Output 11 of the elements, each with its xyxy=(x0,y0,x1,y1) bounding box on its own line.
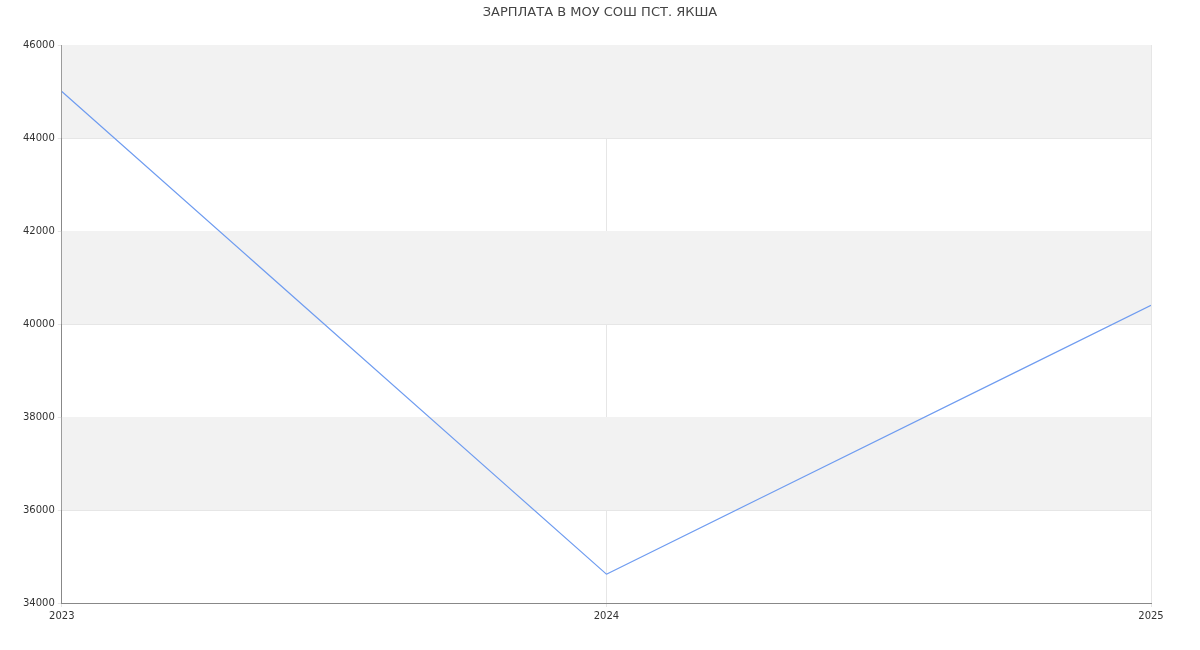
y-tick-label: 38000 xyxy=(23,410,55,422)
y-tick-label: 34000 xyxy=(23,596,55,608)
y-tick-label: 44000 xyxy=(23,131,55,143)
x-tick-label: 2024 xyxy=(593,609,620,621)
y-tick-label: 40000 xyxy=(23,317,55,329)
y-tick-label: 42000 xyxy=(23,224,55,236)
y-tick-label: 36000 xyxy=(23,503,55,515)
y-tick-label: 46000 xyxy=(23,38,55,50)
x-tick-label: 2025 xyxy=(1138,609,1164,621)
chart-title: ЗАРПЛАТА В МОУ СОШ ПСТ. ЯКША xyxy=(481,4,719,19)
x-tick-label: 2023 xyxy=(49,609,75,621)
